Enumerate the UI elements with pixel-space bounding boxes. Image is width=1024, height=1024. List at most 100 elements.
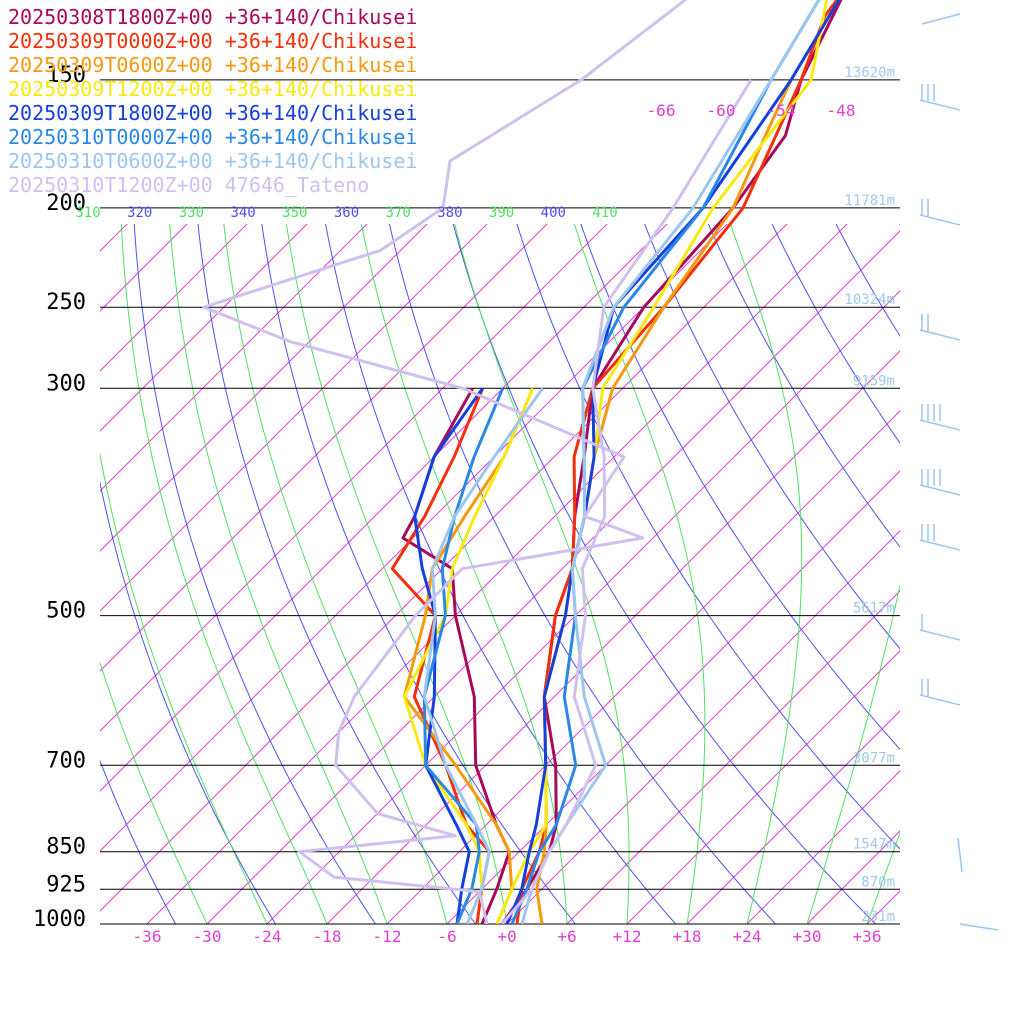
wind-barb-icon <box>919 314 961 341</box>
wind-barb-icon <box>919 614 961 641</box>
isotherm-line <box>626 650 900 924</box>
pressure-tick-label: 150 <box>46 63 86 88</box>
wind-barb-icon <box>919 199 961 226</box>
pressure-tick-label: 250 <box>46 290 86 315</box>
pressure-tick-label: 925 <box>46 872 86 897</box>
legend-entry: 20250309T0000Z+00 +36+140/Chikusei <box>8 29 417 53</box>
isotherm-line <box>100 224 548 672</box>
temperature-tick-label: +18 <box>673 927 702 946</box>
isotherm-line <box>446 470 900 924</box>
legend-entry: 20250309T1800Z+00 +36+140/Chikusei <box>8 101 417 125</box>
dry-adiabat-line <box>707 224 900 548</box>
theta-label: 330 <box>179 205 204 221</box>
sounding-traces <box>202 0 843 924</box>
temperature-tick-label: -18 <box>313 927 342 946</box>
temperature-line <box>500 79 753 924</box>
dry-adiabat-line <box>820 0 1024 924</box>
temperature-tick-label: +6 <box>557 927 576 946</box>
temperature-line <box>505 0 841 924</box>
moist-adiabat-line <box>573 224 706 924</box>
moist-adiabat-line <box>729 224 803 924</box>
temperature-line <box>535 0 841 924</box>
height-label: 231m <box>861 909 895 925</box>
isotherm-line <box>386 410 900 924</box>
height-label: 5617m <box>853 601 895 617</box>
height-label: 1547m <box>853 837 895 853</box>
dewpoint-line <box>401 387 511 924</box>
isotherm-line <box>506 530 900 924</box>
legend-entry: 20250310T1200Z+00 47646_Tateno <box>8 173 369 197</box>
height-label: 9159m <box>853 373 895 389</box>
dewpoint-line <box>202 0 688 924</box>
wind-barbs <box>919 13 999 931</box>
dewpoint-line <box>422 387 544 924</box>
pressure-tick-label: 200 <box>46 191 86 216</box>
theta-label: 350 <box>282 205 307 221</box>
theta-label: 400 <box>541 205 566 221</box>
theta-label: 340 <box>230 205 255 221</box>
temperature-tick-label: -30 <box>193 927 222 946</box>
upper-temperature-label: -54 <box>767 101 796 120</box>
temperature-tick-label: +30 <box>793 927 822 946</box>
temperature-tick-label: -6 <box>437 927 456 946</box>
temperature-tick-label: +12 <box>613 927 642 946</box>
temperature-tick-label: +24 <box>733 927 762 946</box>
upper-temperature-label: -48 <box>827 101 856 120</box>
isotherm-line <box>146 224 848 924</box>
temperature-tick-label: -36 <box>133 927 162 946</box>
temperature-line <box>500 0 843 924</box>
height-label: 11781m <box>844 193 895 209</box>
wind-barb-icon <box>919 679 961 706</box>
pressure-tick-label: 500 <box>46 599 86 624</box>
wind-barb-icon <box>921 13 961 25</box>
isotherm-line <box>866 890 900 924</box>
temperature-tick-label: -12 <box>373 927 402 946</box>
isotherm-line <box>100 224 308 432</box>
legend-entry: 20250310T0000Z+00 +36+140/Chikusei <box>8 125 417 149</box>
dewpoint-line <box>402 387 535 924</box>
theta-label: 310 <box>75 205 100 221</box>
isotherm-line <box>100 224 488 612</box>
temperature-line <box>495 0 829 924</box>
legend-entry: 20250308T1800Z+00 +36+140/Chikusei <box>8 5 417 29</box>
dewpoint-line <box>413 387 484 924</box>
isotherm-line <box>100 224 368 492</box>
pressure-tick-label: 850 <box>46 835 86 860</box>
theta-label: 410 <box>592 205 617 221</box>
dry-adiabat-line <box>976 0 1024 924</box>
temperature-tick-label: +0 <box>497 927 516 946</box>
legend-entry: 20250309T0600Z+00 +36+140/Chikusei <box>8 53 417 77</box>
height-label: 870m <box>861 874 895 890</box>
legend-entry: 20250310T0600Z+00 +36+140/Chikusei <box>8 149 417 173</box>
wind-barb-icon <box>957 837 963 873</box>
axis-labels: 100150200250300500700850925100016166m136… <box>33 63 895 946</box>
isotherm-line <box>686 710 900 924</box>
pressure-tick-label: 1000 <box>33 907 86 932</box>
pressure-tick-label: 300 <box>46 371 86 396</box>
isotherm-line <box>100 224 428 552</box>
legend: 20250308T1800Z+00 +36+140/Chikusei202503… <box>8 5 417 197</box>
isotherm-line <box>100 224 668 792</box>
dry-adiabat-line <box>771 224 900 445</box>
pressure-tick-label: 700 <box>46 748 86 773</box>
isotherm-line <box>326 350 900 924</box>
wind-barb-icon <box>919 524 961 551</box>
background-grid <box>100 0 1024 925</box>
theta-label: 380 <box>437 205 462 221</box>
isotherm-line <box>100 224 728 852</box>
temperature-tick-label: -24 <box>253 927 282 946</box>
isotherm-line <box>266 290 900 924</box>
legend-entry: 20250309T1200Z+00 +36+140/Chikusei <box>8 77 417 101</box>
dry-adiabat-line <box>872 0 1024 924</box>
isotherm-line <box>206 230 900 924</box>
upper-temperature-label: -60 <box>707 101 736 120</box>
upper-temperature-label: -66 <box>647 101 676 120</box>
wind-barb-icon <box>959 923 999 931</box>
wind-barb-icon <box>919 469 961 496</box>
theta-label: 370 <box>386 205 411 221</box>
dry-adiabat-line <box>899 224 900 226</box>
height-label: 13620m <box>844 65 895 81</box>
isotherm-line <box>566 590 900 924</box>
wind-barb-icon <box>919 84 961 111</box>
